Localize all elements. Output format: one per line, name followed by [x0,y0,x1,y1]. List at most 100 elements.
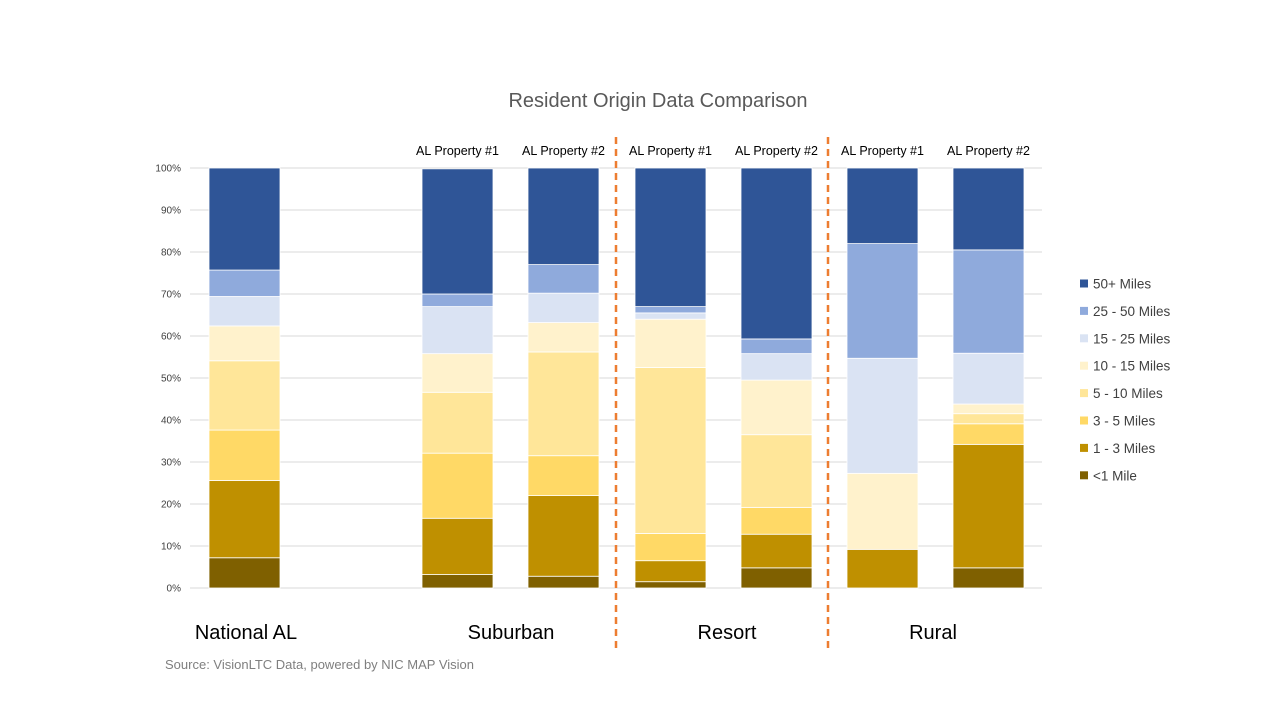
group-dividers [614,137,830,650]
group-label: Suburban [468,622,555,644]
legend-item: 1 - 3 Miles [1080,441,1156,456]
y-tick-label: 80% [161,248,181,259]
bar-segment [208,429,281,481]
legend-label: 25 - 50 Miles [1093,304,1171,319]
y-tick-label: 90% [161,206,181,217]
bar-segment [421,391,494,454]
bar-segment [527,264,600,294]
bar-column [208,167,281,589]
bar-segment [527,495,600,577]
bar-segment [634,560,707,583]
legend: 50+ Miles 25 - 50 Miles 15 - 25 Miles 10 - … [1080,277,1171,483]
bar-segment [421,306,494,355]
y-tick-label: 100% [155,164,181,175]
legend-swatch [1080,279,1088,288]
bar-segment [421,574,494,589]
bar-segment [208,269,281,297]
legend-item: 15 - 25 Miles [1080,331,1171,346]
bar-segment [527,292,600,323]
bar-segment [846,548,919,589]
bar-segment [421,353,494,393]
bar-segment [740,434,813,508]
y-tick-label: 20% [161,500,181,511]
bar-segment [740,167,813,340]
y-axis-ticks: 0% 10% 20% 30% 40% 50% 60% 70% 80% 90% 100% [155,164,181,595]
legend-label: 50+ Miles [1093,277,1151,292]
bar-segment [952,567,1025,589]
bar-segment [740,338,813,355]
bar-segment [952,352,1025,405]
bar-segment [208,325,281,362]
bar-segment [421,517,494,575]
legend-item: 50+ Miles [1080,277,1151,292]
bar-column [740,167,813,589]
bar-segment [634,318,707,368]
bar-segment [421,293,494,307]
bar-segment [740,567,813,589]
y-tick-label: 60% [161,332,181,343]
column-label: AL Property #1 [629,144,712,158]
legend-label: 1 - 3 Miles [1093,441,1156,456]
bar-segment [208,167,281,271]
bar-segment [634,581,707,589]
bar-segment [527,455,600,497]
column-label: AL Property #1 [841,144,924,158]
column-label: AL Property #2 [522,144,605,158]
chart-title: Resident Origin Data Comparison [508,90,807,112]
legend-swatch [1080,389,1088,398]
bar-segment [952,167,1025,251]
source-note: Source: VisionLTC Data, powered by NIC M… [165,657,474,672]
legend-item: 25 - 50 Miles [1080,304,1171,319]
legend-swatch [1080,306,1088,315]
bar-segment [634,167,707,308]
y-tick-label: 0% [167,584,182,595]
bar-segment [952,413,1025,425]
bar-segment [208,360,281,431]
bar-segment [740,353,813,381]
legend-label: <1 Mile [1093,468,1137,483]
bar-segment [634,306,707,314]
legend-swatch [1080,443,1088,452]
bar-column [846,167,919,589]
legend-swatch [1080,334,1088,343]
bar-segment [634,533,707,562]
bar-segment [952,403,1025,415]
legend-swatch [1080,361,1088,370]
group-labels: National AL Suburban Resort Rural [195,622,957,644]
bar-segment [952,443,1025,569]
bar-segment [952,423,1025,445]
bar-segment [846,472,919,550]
bar-segment [527,351,600,457]
y-tick-label: 30% [161,458,181,469]
group-label: Resort [698,622,757,644]
bar-segment [740,533,813,569]
bar-column [952,167,1025,589]
legend-label: 3 - 5 Miles [1093,414,1156,429]
legend-swatch [1080,471,1088,480]
bar-segment [846,243,919,359]
y-tick-label: 70% [161,290,181,301]
bar-segment [527,575,600,589]
bar-segment [952,249,1025,354]
y-tick-label: 50% [161,374,181,385]
legend-item: 10 - 15 Miles [1080,359,1171,374]
bar-segment [208,480,281,559]
column-label: AL Property #1 [416,144,499,158]
y-tick-label: 40% [161,416,181,427]
column-label: AL Property #2 [947,144,1030,158]
bar-segment [421,452,494,519]
group-label: Rural [909,622,957,644]
bar-segment [527,167,600,265]
bar-segment [634,367,707,534]
bar-segment [208,296,281,327]
legend-item: <1 Mile [1080,468,1137,483]
bar-segment [740,506,813,535]
group-label: National AL [195,622,297,644]
bar-segment [846,167,919,244]
bar-segment [208,557,281,589]
bar-segment [634,312,707,320]
legend-swatch [1080,416,1088,425]
legend-item: 3 - 5 Miles [1080,414,1156,429]
bar-segment [527,322,600,353]
